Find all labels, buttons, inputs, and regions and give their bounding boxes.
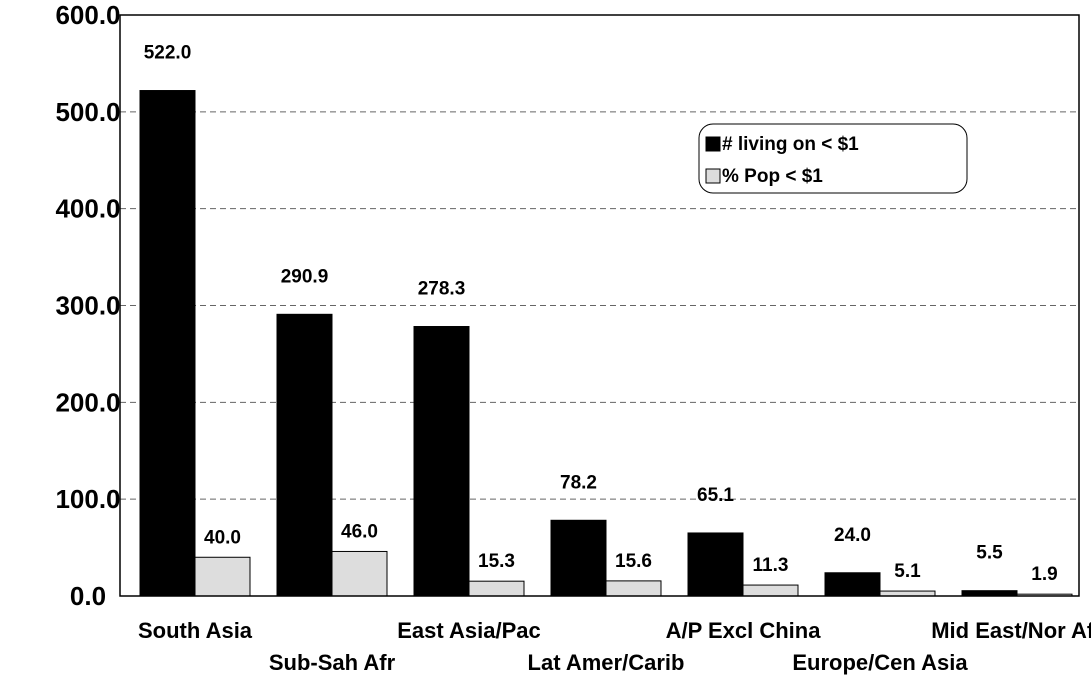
y-tick-label: 200.0 <box>55 387 120 417</box>
legend-label: # living on < $1 <box>722 134 859 155</box>
legend: # living on < $1 % Pop < $1 <box>698 123 968 194</box>
data-label: 15.3 <box>478 551 515 572</box>
y-tick-label: 400.0 <box>55 194 120 224</box>
data-label: 1.9 <box>1031 564 1057 585</box>
x-tick-label: Europe/Cen Asia <box>792 650 968 675</box>
y-tick-label: 100.0 <box>55 484 120 514</box>
bar-pop-under-1 <box>605 580 662 597</box>
data-label: 11.3 <box>753 555 789 576</box>
data-label: 5.5 <box>976 543 1003 564</box>
x-tick-label: South Asia <box>138 618 253 643</box>
y-tick-label: 300.0 <box>55 291 120 321</box>
data-label: 522.0 <box>144 43 192 64</box>
y-tick-label: 0.0 <box>70 581 106 611</box>
bar-living-under-1 <box>276 313 333 597</box>
bars <box>139 90 1073 597</box>
x-tick-label: Lat Amer/Carib <box>528 650 685 675</box>
bar-living-under-1 <box>139 90 196 597</box>
bar-living-under-1 <box>687 532 744 597</box>
bar-living-under-1 <box>413 326 470 597</box>
legend-swatch <box>705 168 721 184</box>
bar-living-under-1 <box>824 572 881 597</box>
x-tick-label: East Asia/Pac <box>397 618 541 643</box>
bar-living-under-1 <box>961 590 1018 597</box>
x-tick-label: Mid East/Nor Afr <box>931 618 1091 643</box>
legend-box <box>698 123 968 194</box>
data-label: 290.9 <box>281 266 329 287</box>
data-labels: 522.0 40.0 290.9 46.0 278.3 15.3 78.2 15.6 65.1 1… <box>144 43 1058 586</box>
data-label: 24.0 <box>834 525 871 546</box>
bar-pop-under-1 <box>742 584 799 597</box>
y-tick-label: 500.0 <box>55 97 120 127</box>
data-label: 15.6 <box>615 551 652 572</box>
bar-pop-under-1 <box>331 550 388 597</box>
bar-pop-under-1 <box>194 556 251 597</box>
y-axis-ticks: 0.0 100.0 200.0 300.0 400.0 500.0 600.0 <box>55 0 120 611</box>
plot-frame <box>119 14 1080 597</box>
data-label: 46.0 <box>341 521 378 542</box>
x-tick-label: A/P Excl China <box>666 618 822 643</box>
data-label: 40.0 <box>204 527 241 548</box>
data-label: 78.2 <box>560 472 597 493</box>
bar-living-under-1 <box>550 519 607 597</box>
data-label: 5.1 <box>894 561 921 582</box>
legend-swatch <box>705 136 721 152</box>
data-label: 278.3 <box>418 279 466 300</box>
data-label: 65.1 <box>697 485 734 506</box>
legend-label: % Pop < $1 <box>722 166 823 187</box>
y-tick-label: 600.0 <box>55 0 120 30</box>
bar-pop-under-1 <box>468 580 525 597</box>
x-tick-label: Sub-Sah Afr <box>269 650 396 675</box>
